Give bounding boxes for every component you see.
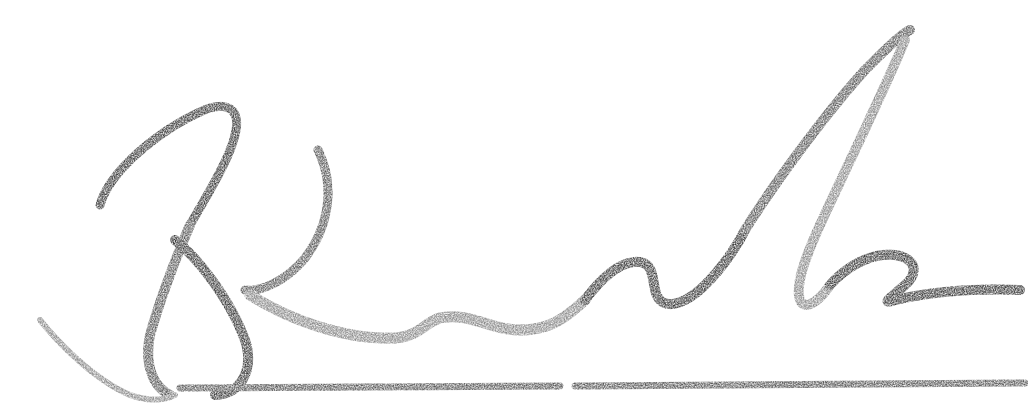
signature-stroke-initial-curl	[170, 235, 254, 400]
signature-stroke-descender	[793, 35, 910, 310]
signature-stroke-middle-loops	[580, 225, 750, 309]
signature-stroke-left-tail	[37, 317, 178, 403]
signature-stroke-upper-curl	[240, 145, 333, 295]
signature-stroke-initial-loop	[95, 101, 242, 230]
signature-stroke-ascender	[740, 25, 915, 235]
signature-stroke-final-flourish	[825, 249, 1025, 307]
signature-stroke-main-body	[244, 289, 591, 344]
signature-strokes	[37, 25, 1028, 403]
signature-underline	[176, 379, 1028, 392]
signature-stroke-initial-stem	[143, 220, 195, 400]
